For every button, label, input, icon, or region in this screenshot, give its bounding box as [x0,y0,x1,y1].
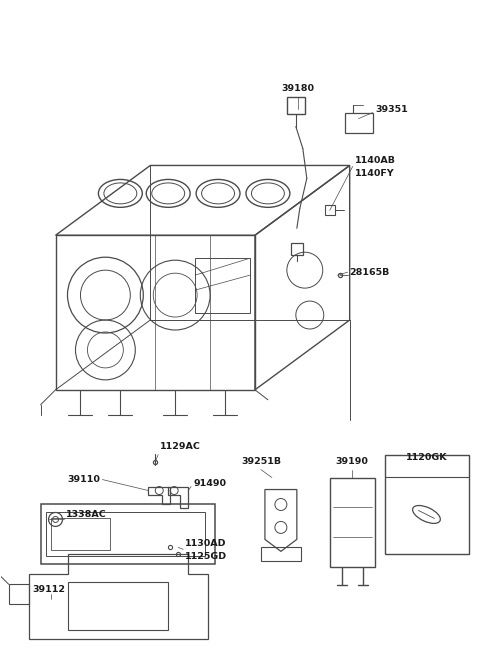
Text: 1130AD: 1130AD [185,539,227,548]
Text: 1129AC: 1129AC [160,442,201,451]
Text: 1140AB: 1140AB [355,156,396,165]
Text: 1125GD: 1125GD [185,552,228,561]
Text: 39190: 39190 [335,457,368,466]
Bar [384,455,469,554]
Bar [330,477,374,567]
Bar [291,243,303,255]
Text: 1120GK: 1120GK [406,453,447,462]
Bar [46,512,205,556]
Text: 1338AC: 1338AC [65,510,106,519]
Text: 28165B: 28165B [350,268,390,276]
Bar [325,206,335,215]
Text: 39180: 39180 [281,84,314,93]
Bar [195,258,250,313]
Text: 39251B: 39251B [241,457,281,466]
Text: 91490: 91490 [193,479,226,488]
Text: 39110: 39110 [68,475,100,484]
Text: 39112: 39112 [33,585,66,593]
Bar [69,582,168,630]
Text: 39351: 39351 [376,105,408,114]
Bar [50,519,110,550]
Text: 1140FY: 1140FY [355,169,394,178]
